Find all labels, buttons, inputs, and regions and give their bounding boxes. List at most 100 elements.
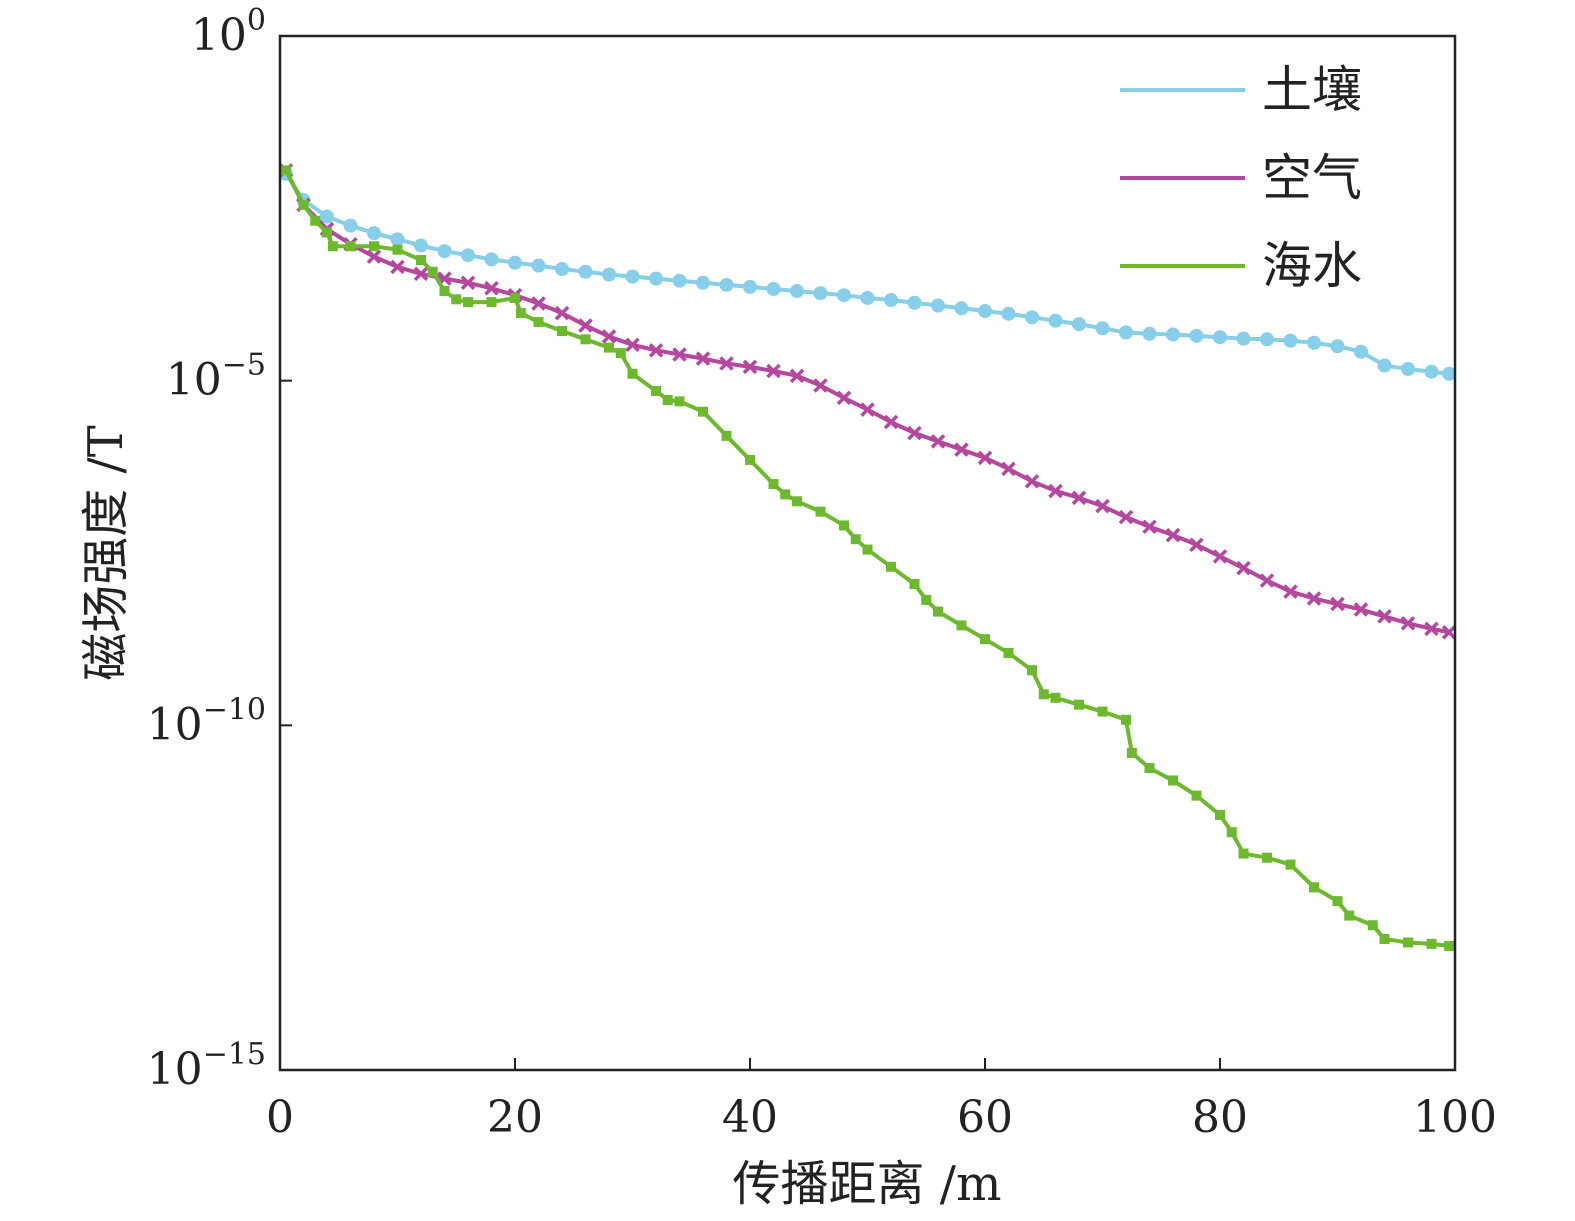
data-point [601, 329, 617, 344]
data-point [1048, 483, 1063, 499]
y-tick-base: 10 [191, 10, 247, 61]
data-point [298, 199, 309, 210]
data-point [980, 634, 990, 645]
data-point [648, 343, 664, 358]
legend-label: 空气 [1262, 149, 1362, 207]
data-point [745, 454, 755, 465]
data-point [1330, 339, 1345, 354]
data-point [931, 298, 945, 313]
data-point [1424, 621, 1439, 637]
x-tick-label: 100 [1413, 1092, 1497, 1143]
data-point [1050, 692, 1061, 703]
y-tick-base: 10 [147, 699, 203, 750]
data-point [860, 290, 875, 305]
data-point [1283, 584, 1298, 599]
plot-frame [278, 34, 1457, 1072]
data-point [1442, 366, 1455, 381]
y-tick-base: 10 [147, 1044, 203, 1095]
data-point [322, 227, 332, 238]
data-point [954, 442, 969, 457]
data-point [978, 304, 992, 319]
data-point [1309, 882, 1319, 893]
data-point [977, 450, 993, 466]
data-point [461, 248, 475, 263]
data-point [768, 479, 779, 490]
data-point [1166, 327, 1180, 342]
y-tick-exponent: −15 [203, 1037, 266, 1072]
data-point [695, 351, 711, 366]
data-point [554, 305, 570, 321]
data-point [310, 215, 321, 226]
data-point [860, 402, 875, 417]
y-tick-base: 10 [166, 355, 222, 406]
data-point [1236, 560, 1251, 576]
data-point [1283, 333, 1298, 348]
data-point [719, 277, 734, 292]
data-point [1142, 326, 1157, 341]
x-axis-title: 传播距离 /m [733, 1156, 1002, 1212]
data-point [813, 286, 828, 301]
data-point [696, 275, 710, 290]
y-tick-exponent: −5 [222, 348, 266, 383]
data-point [1441, 625, 1455, 640]
x-tick-label: 20 [487, 1092, 543, 1143]
series-1 [280, 166, 1455, 381]
data-point [427, 266, 438, 277]
data-point [1379, 934, 1390, 945]
data-point [1344, 910, 1355, 921]
data-point [1354, 344, 1368, 359]
data-point [367, 226, 381, 241]
data-point [1024, 474, 1040, 489]
data-point [625, 269, 640, 284]
data-point [1226, 827, 1237, 838]
data-point [1095, 498, 1110, 514]
data-point [460, 275, 476, 291]
data-point [1027, 665, 1037, 676]
data-point [484, 281, 499, 296]
data-point [1213, 330, 1227, 345]
data-point [345, 241, 356, 252]
data-point [1189, 537, 1204, 552]
data-point [1262, 852, 1272, 863]
data-point [792, 496, 802, 507]
data-point [437, 244, 452, 259]
data-point [1426, 938, 1437, 949]
data-point [1142, 519, 1157, 535]
data-point [327, 241, 338, 252]
data-point [533, 317, 544, 328]
data-point [886, 561, 896, 572]
data-point [813, 378, 828, 393]
x-tick-label: 80 [1192, 1092, 1248, 1143]
data-point [1119, 325, 1133, 340]
data-point [649, 271, 663, 286]
data-point [815, 506, 826, 517]
data-point [850, 534, 861, 545]
data-point [1071, 490, 1087, 506]
y-axis-title: 磁场强度 /T [78, 425, 134, 680]
data-point [1260, 332, 1274, 347]
data-point [956, 620, 967, 631]
data-point [1095, 321, 1110, 336]
data-point [662, 394, 673, 405]
data-point [1377, 358, 1392, 373]
y-tick-exponent: −10 [203, 692, 266, 727]
data-point [1126, 747, 1137, 758]
data-point [742, 359, 758, 375]
data-point [1332, 896, 1343, 907]
data-point [1307, 335, 1321, 350]
data-point [280, 165, 291, 176]
data-point [580, 334, 591, 345]
data-point [1424, 364, 1439, 379]
series-3 [280, 165, 1455, 951]
series-2 [280, 163, 1455, 640]
data-point [1367, 920, 1378, 931]
data-point [674, 396, 685, 407]
data-point [789, 368, 805, 384]
data-point [1118, 509, 1134, 525]
data-point [1400, 616, 1416, 631]
data-point [390, 259, 405, 275]
data-point [510, 292, 520, 303]
